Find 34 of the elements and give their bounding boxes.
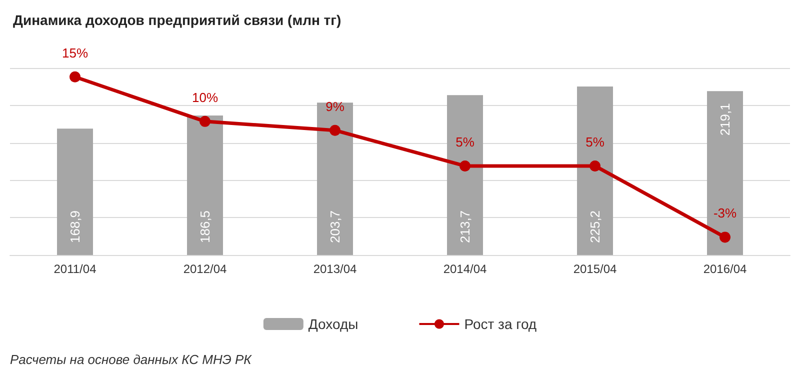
chart-title: Динамика доходов предприятий связи (млн тг) bbox=[13, 12, 342, 28]
data-label: 219,1 bbox=[718, 103, 732, 136]
point bbox=[460, 160, 470, 172]
data-label: 225,2 bbox=[588, 210, 602, 243]
data-label: 203,7 bbox=[328, 210, 342, 243]
bar bbox=[577, 86, 613, 255]
point bbox=[330, 124, 340, 136]
bar bbox=[317, 102, 353, 255]
point bbox=[200, 116, 210, 127]
x-tick-label: 2014/04 bbox=[443, 262, 488, 276]
point bbox=[70, 71, 80, 82]
x-tick-label: 2012/04 bbox=[183, 262, 228, 276]
bar bbox=[447, 95, 483, 255]
data-label: -3% bbox=[713, 206, 737, 221]
data-label: 5% bbox=[456, 134, 475, 150]
x-tick-label: 2015/04 bbox=[573, 262, 618, 276]
data-label: 15% bbox=[62, 45, 88, 60]
x-tick-label: 2016/04 bbox=[703, 262, 748, 276]
bar bbox=[57, 128, 93, 255]
bar bbox=[707, 91, 743, 255]
data-label: 10% bbox=[192, 90, 218, 105]
data-label: 5% bbox=[586, 134, 605, 150]
point bbox=[590, 160, 600, 172]
data-label: 186,5 bbox=[198, 210, 212, 243]
data-label: 168,9 bbox=[68, 210, 82, 243]
legend-label: Доходы bbox=[308, 316, 358, 332]
bar bbox=[187, 116, 223, 255]
legend-label: Рост за год bbox=[464, 316, 537, 332]
data-label: 9% bbox=[326, 98, 345, 114]
data-label: 213,7 bbox=[458, 210, 472, 243]
point bbox=[720, 232, 730, 243]
x-tick-label: 2011/04 bbox=[54, 262, 97, 276]
text: Расчеты на основе данных КС МНЭ РК bbox=[10, 352, 253, 367]
x-tick-label: 2013/04 bbox=[313, 262, 358, 276]
